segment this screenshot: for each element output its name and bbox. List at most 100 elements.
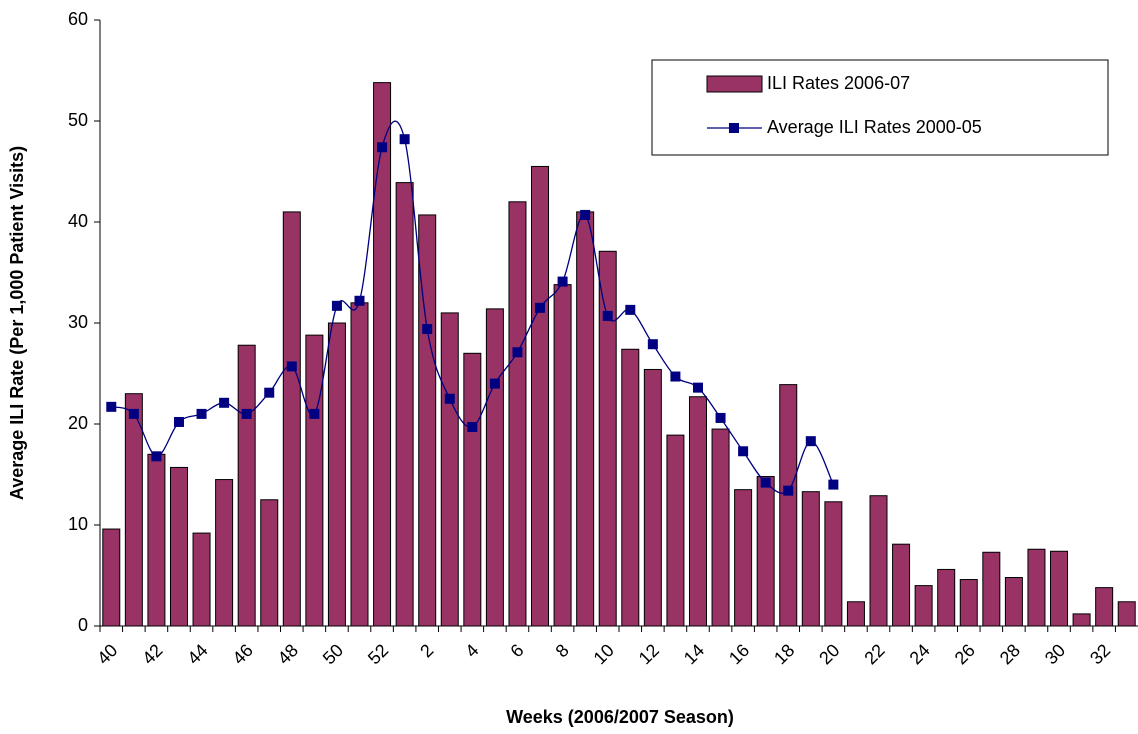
- bar: [959, 579, 978, 627]
- x-tick-label: 32: [1086, 640, 1114, 668]
- line-marker: [557, 276, 568, 287]
- bar: [395, 182, 414, 627]
- bar: [1027, 548, 1046, 627]
- line-marker: [151, 451, 162, 462]
- y-tick-label: 20: [68, 413, 88, 433]
- x-tick-label: 14: [680, 640, 708, 668]
- x-tick-label: 2: [416, 640, 437, 661]
- bar: [485, 308, 504, 627]
- line-marker: [512, 347, 523, 358]
- bar: [237, 344, 256, 627]
- line-marker: [738, 446, 749, 457]
- line-marker: [692, 382, 703, 393]
- x-tick-label: 8: [552, 640, 573, 661]
- line-marker: [805, 436, 816, 447]
- bar: [598, 250, 617, 627]
- line-marker: [535, 302, 546, 313]
- bar: [1117, 601, 1136, 627]
- bar: [1050, 550, 1069, 627]
- bar: [869, 495, 888, 627]
- line-marker: [828, 479, 839, 490]
- bar: [576, 211, 595, 627]
- line-marker: [602, 310, 613, 321]
- line-marker: [625, 304, 636, 315]
- bar: [643, 368, 662, 627]
- x-tick-label: 10: [590, 640, 618, 668]
- bar: [621, 348, 640, 627]
- bar: [282, 211, 301, 627]
- x-tick-label: 24: [906, 640, 934, 668]
- line-marker: [331, 300, 342, 311]
- x-tick-label: 4: [461, 640, 482, 661]
- bar: [982, 551, 1001, 627]
- x-tick-label: 50: [319, 640, 347, 668]
- bar: [688, 396, 707, 627]
- x-tick-label: 52: [364, 640, 392, 668]
- line-marker: [173, 416, 184, 427]
- bar: [350, 302, 369, 627]
- x-tick-label: 20: [815, 640, 843, 668]
- line-marker: [783, 485, 794, 496]
- line-marker: [264, 387, 275, 398]
- bar: [215, 479, 234, 627]
- bar: [734, 489, 753, 627]
- bar: [801, 491, 820, 627]
- bar: [169, 466, 188, 627]
- legend-marker: [729, 123, 739, 133]
- line-marker: [196, 408, 207, 419]
- x-tick-label: 16: [725, 640, 753, 668]
- y-tick-label: 30: [68, 312, 88, 332]
- line-marker: [670, 371, 681, 382]
- bar: [531, 165, 550, 627]
- line-marker: [760, 477, 771, 488]
- bar: [147, 453, 166, 627]
- bar: [1004, 577, 1023, 627]
- line-marker: [241, 408, 252, 419]
- bar: [260, 499, 279, 627]
- y-tick-label: 10: [68, 514, 88, 534]
- x-tick-label: 42: [138, 640, 166, 668]
- legend-swatch: [706, 75, 763, 93]
- x-tick-label: 26: [951, 640, 979, 668]
- bar: [305, 334, 324, 627]
- legend-label: ILI Rates 2006-07: [767, 73, 910, 93]
- legend-label: Average ILI Rates 2000-05: [767, 117, 982, 137]
- x-tick-label: 48: [274, 640, 302, 668]
- x-axis-title: Weeks (2006/2007 Season): [506, 707, 734, 727]
- bar: [846, 601, 865, 627]
- bar: [327, 322, 346, 627]
- line-marker: [399, 134, 410, 145]
- line-marker: [647, 339, 658, 350]
- line-marker: [444, 393, 455, 404]
- bar: [124, 393, 143, 627]
- x-tick-label: 22: [860, 640, 888, 668]
- x-tick-label: 12: [635, 640, 663, 668]
- bar: [1095, 587, 1114, 627]
- bar: [508, 201, 527, 627]
- x-tick-label: 30: [1041, 640, 1069, 668]
- bar: [937, 568, 956, 627]
- bar: [711, 428, 730, 627]
- y-tick-label: 0: [78, 615, 88, 635]
- line-marker: [489, 378, 500, 389]
- line-marker: [286, 361, 297, 372]
- bar: [666, 434, 685, 627]
- y-axis-title: Average ILI Rate (Per 1,000 Patient Visi…: [7, 146, 27, 500]
- bar: [553, 284, 572, 627]
- line-marker: [377, 142, 388, 153]
- line-marker: [354, 295, 365, 306]
- x-tick-label: 6: [506, 640, 527, 661]
- x-tick-label: 44: [183, 640, 211, 668]
- bar: [373, 82, 392, 627]
- bar: [102, 528, 121, 627]
- bar: [463, 352, 482, 627]
- line-marker: [128, 408, 139, 419]
- bar: [756, 476, 775, 627]
- x-tick-label: 18: [770, 640, 798, 668]
- bar: [440, 312, 459, 627]
- bar: [892, 543, 911, 627]
- x-tick-label: 40: [93, 640, 121, 668]
- line-marker: [467, 422, 478, 433]
- y-tick-label: 60: [68, 9, 88, 29]
- line-marker: [106, 401, 117, 412]
